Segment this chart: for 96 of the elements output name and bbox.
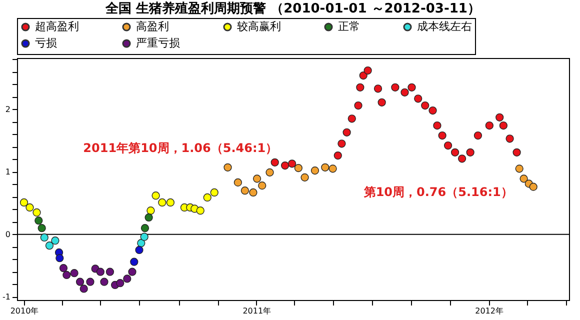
- point: [234, 178, 242, 186]
- point: [520, 174, 528, 183]
- point: [152, 192, 160, 200]
- point: [342, 128, 351, 136]
- point: [321, 163, 330, 172]
- x-tick-label: 2011年: [242, 306, 272, 316]
- point: [474, 131, 482, 140]
- point: [334, 152, 342, 160]
- point: [506, 134, 514, 143]
- point: [294, 164, 302, 172]
- legend-label: 正常: [338, 20, 360, 33]
- point: [496, 113, 504, 122]
- point: [364, 66, 372, 75]
- point: [86, 278, 94, 286]
- legend-label: 成本线左右: [417, 20, 472, 33]
- point: [76, 278, 84, 286]
- legend-label: 严重亏损: [136, 36, 180, 50]
- point: [38, 224, 46, 232]
- point: [310, 166, 320, 175]
- point: [80, 284, 88, 293]
- point: [140, 232, 148, 241]
- point: [240, 186, 249, 195]
- legend-label: 较高赢利: [237, 20, 281, 33]
- point: [433, 121, 442, 130]
- y-tick-label: -1: [2, 292, 10, 302]
- point: [408, 83, 416, 92]
- annotation: 第10周，0.76（5.16:1）: [362, 184, 513, 199]
- point: [123, 274, 132, 283]
- point: [270, 158, 279, 166]
- point: [391, 83, 400, 92]
- point: [338, 140, 346, 148]
- y-tick-label: 2: [5, 104, 10, 114]
- point: [450, 148, 460, 156]
- point: [224, 163, 232, 172]
- point: [258, 182, 266, 190]
- point: [32, 208, 41, 217]
- point: [100, 278, 108, 286]
- point: [515, 164, 524, 173]
- point: [458, 154, 466, 163]
- point: [196, 206, 204, 215]
- point: [288, 160, 296, 168]
- point: [56, 254, 64, 262]
- point: [203, 193, 212, 202]
- point: [359, 71, 368, 80]
- point: [20, 198, 28, 206]
- point: [40, 233, 48, 242]
- point: [328, 164, 337, 173]
- point: [45, 242, 54, 250]
- point: [378, 98, 386, 106]
- point: [428, 106, 437, 115]
- point: [374, 84, 382, 93]
- point: [116, 279, 124, 288]
- point: [34, 216, 43, 225]
- point: [106, 268, 114, 276]
- point: [166, 198, 174, 206]
- point: [146, 206, 155, 215]
- point: [70, 269, 78, 278]
- point: [421, 101, 430, 110]
- point: [485, 121, 494, 130]
- point: [529, 182, 538, 191]
- chart-title: 全国 生猪养殖盈利周期预警 （2010-01-01 ～2012-03-11）: [104, 0, 480, 16]
- point: [158, 198, 166, 206]
- point: [130, 258, 138, 266]
- point: [348, 114, 356, 123]
- x-tick-label: 2012年: [475, 306, 504, 316]
- x-tick-label: 2010年: [10, 306, 39, 316]
- point: [400, 88, 409, 96]
- point: [128, 268, 136, 276]
- point: [140, 224, 150, 232]
- legend-label: 超高盈利: [35, 20, 79, 33]
- point: [356, 83, 364, 92]
- point: [252, 174, 262, 183]
- legend-label: 高盈利: [136, 20, 169, 33]
- point: [144, 213, 153, 222]
- point: [249, 188, 258, 196]
- legend-label: 亏损: [35, 36, 57, 50]
- point: [438, 131, 446, 140]
- annotation: 2011年第10周，1.06（5.46:1）: [83, 141, 278, 156]
- point: [59, 264, 68, 272]
- point: [280, 162, 290, 170]
- point: [51, 236, 60, 245]
- point: [210, 188, 218, 196]
- point: [300, 173, 309, 182]
- point: [512, 148, 521, 156]
- point: [62, 270, 71, 280]
- point: [444, 141, 452, 150]
- point: [466, 148, 474, 156]
- point: [266, 168, 274, 176]
- point: [414, 94, 422, 103]
- point: [499, 121, 508, 130]
- y-tick-label: 0: [5, 230, 10, 239]
- point: [354, 101, 362, 110]
- point: [135, 246, 144, 254]
- point: [26, 203, 34, 212]
- y-tick-label: 1: [5, 167, 10, 176]
- point: [96, 268, 104, 276]
